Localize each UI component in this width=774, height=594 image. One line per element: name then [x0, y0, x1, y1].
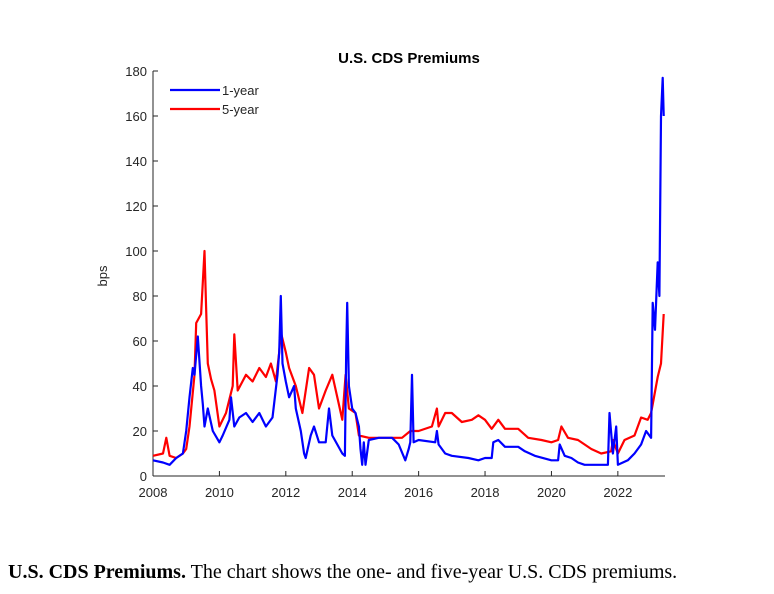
x-tick-label: 2014 — [338, 485, 367, 500]
legend: 1-year 5-year — [170, 83, 260, 117]
series-line-5-year — [152, 249, 665, 460]
x-tick-label: 2008 — [139, 485, 168, 500]
series-line-1-year — [152, 76, 665, 466]
y-tick-label: 0 — [140, 469, 147, 484]
x-tick-label: 2012 — [271, 485, 300, 500]
y-tick-label: 40 — [133, 379, 147, 394]
y-tick-label: 120 — [125, 199, 147, 214]
y-tick-label: 80 — [133, 289, 147, 304]
series-lines — [152, 76, 665, 466]
x-tick-label: 2010 — [205, 485, 234, 500]
y-tick-label: 60 — [133, 334, 147, 349]
y-tick-label: 100 — [125, 244, 147, 259]
y-tick-label: 180 — [125, 64, 147, 79]
y-tick-label: 160 — [125, 109, 147, 124]
x-tick-label: 2022 — [603, 485, 632, 500]
caption-text: The chart shows the one- and five-year U… — [185, 561, 678, 583]
legend-label-5-year: 5-year — [222, 102, 260, 117]
axes: 0 20 40 60 80 100 120 140 160 180 2008 2010 2012 2014… — [125, 64, 665, 500]
legend-label-1-year: 1-year — [222, 83, 260, 98]
x-tick-label: 2020 — [537, 485, 566, 500]
y-tick-label: 140 — [125, 154, 147, 169]
cds-chart: U.S. CDS Premiums bps 0 20 40 60 80 100 120 140… — [95, 50, 665, 500]
y-tick-label: 20 — [133, 424, 147, 439]
caption-title: U.S. CDS Premiums. — [8, 561, 186, 583]
y-axis-label: bps — [95, 265, 110, 286]
x-tick-label: 2016 — [404, 485, 433, 500]
chart-title: U.S. CDS Premiums — [338, 50, 480, 67]
x-tick-label: 2018 — [471, 485, 500, 500]
figure-caption: U.S. CDS Premiums. The chart shows the o… — [8, 561, 677, 584]
